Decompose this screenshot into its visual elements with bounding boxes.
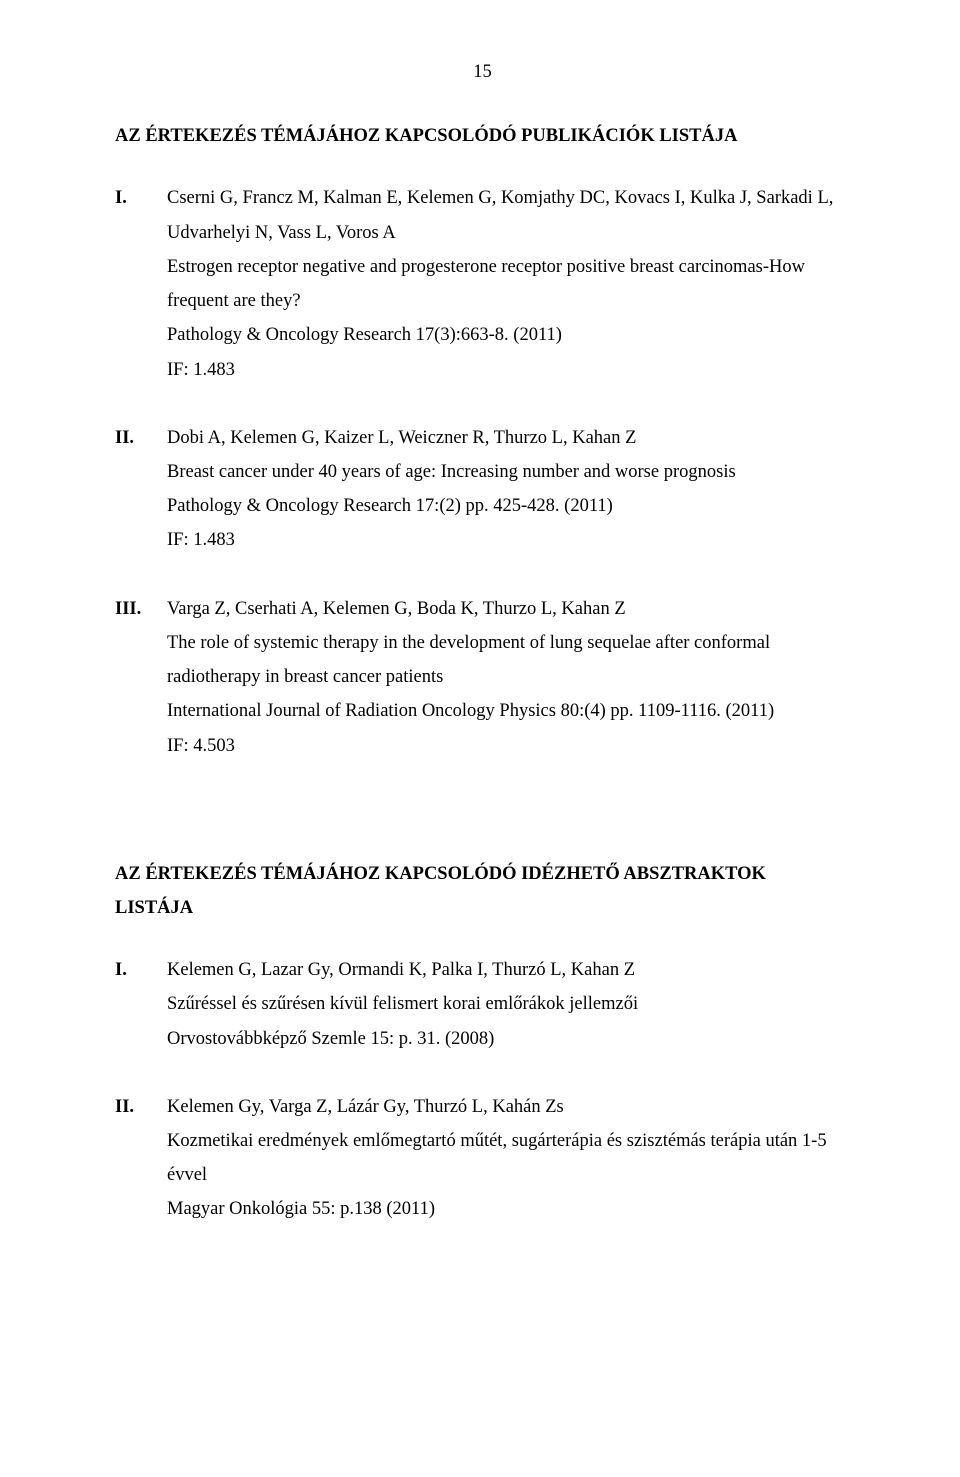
entry-marker: II. [115,1090,167,1227]
entry-body: Dobi A, Kelemen G, Kaizer L, Weiczner R,… [167,421,850,558]
entry-marker: I. [115,181,167,386]
entry-authors: Kelemen G, Lazar Gy, Ormandi K, Palka I,… [167,953,850,987]
entry-title: Kozmetikai eredmények emlőmegtartó műtét… [167,1124,850,1192]
entry-impact-factor: IF: 1.483 [167,353,850,387]
page-number: 15 [115,55,850,89]
entry-body: Kelemen Gy, Varga Z, Lázár Gy, Thurzó L,… [167,1090,850,1227]
entry-journal: Pathology & Oncology Research 17(3):663-… [167,318,850,352]
publication-entry: III. Varga Z, Cserhati A, Kelemen G, Bod… [115,592,850,763]
entry-title: The role of systemic therapy in the deve… [167,626,850,694]
entry-impact-factor: IF: 4.503 [167,729,850,763]
entry-journal: Magyar Onkológia 55: p.138 (2011) [167,1192,850,1226]
entry-marker: I. [115,953,167,1056]
entry-title: Szűréssel és szűrésen kívül felismert ko… [167,987,850,1021]
entry-body: Cserni G, Francz M, Kalman E, Kelemen G,… [167,181,850,386]
entry-impact-factor: IF: 1.483 [167,523,850,557]
publication-entry: I. Cserni G, Francz M, Kalman E, Kelemen… [115,181,850,386]
publication-entry: II. Dobi A, Kelemen G, Kaizer L, Weiczne… [115,421,850,558]
entry-title: Breast cancer under 40 years of age: Inc… [167,455,850,489]
entry-journal: Pathology & Oncology Research 17:(2) pp.… [167,489,850,523]
entry-journal: Orvostovábbképző Szemle 15: p. 31. (2008… [167,1022,850,1056]
abstract-entry: II. Kelemen Gy, Varga Z, Lázár Gy, Thurz… [115,1090,850,1227]
entry-journal: International Journal of Radiation Oncol… [167,694,850,728]
entry-authors: Cserni G, Francz M, Kalman E, Kelemen G,… [167,181,850,249]
section-gap [115,797,850,831]
abstract-entry: I. Kelemen G, Lazar Gy, Ormandi K, Palka… [115,953,850,1056]
section2-heading-line2: LISTÁJA [115,891,850,925]
entry-body: Kelemen G, Lazar Gy, Ormandi K, Palka I,… [167,953,850,1056]
entry-marker: II. [115,421,167,558]
entry-authors: Kelemen Gy, Varga Z, Lázár Gy, Thurzó L,… [167,1090,850,1124]
entry-body: Varga Z, Cserhati A, Kelemen G, Boda K, … [167,592,850,763]
entry-authors: Dobi A, Kelemen G, Kaizer L, Weiczner R,… [167,421,850,455]
entry-title: Estrogen receptor negative and progester… [167,250,850,318]
section1-heading: AZ ÉRTEKEZÉS TÉMÁJÁHOZ KAPCSOLÓDÓ PUBLIK… [115,119,850,153]
entry-authors: Varga Z, Cserhati A, Kelemen G, Boda K, … [167,592,850,626]
section2-heading-line1: AZ ÉRTEKEZÉS TÉMÁJÁHOZ KAPCSOLÓDÓ IDÉZHE… [115,857,850,891]
entry-marker: III. [115,592,167,763]
